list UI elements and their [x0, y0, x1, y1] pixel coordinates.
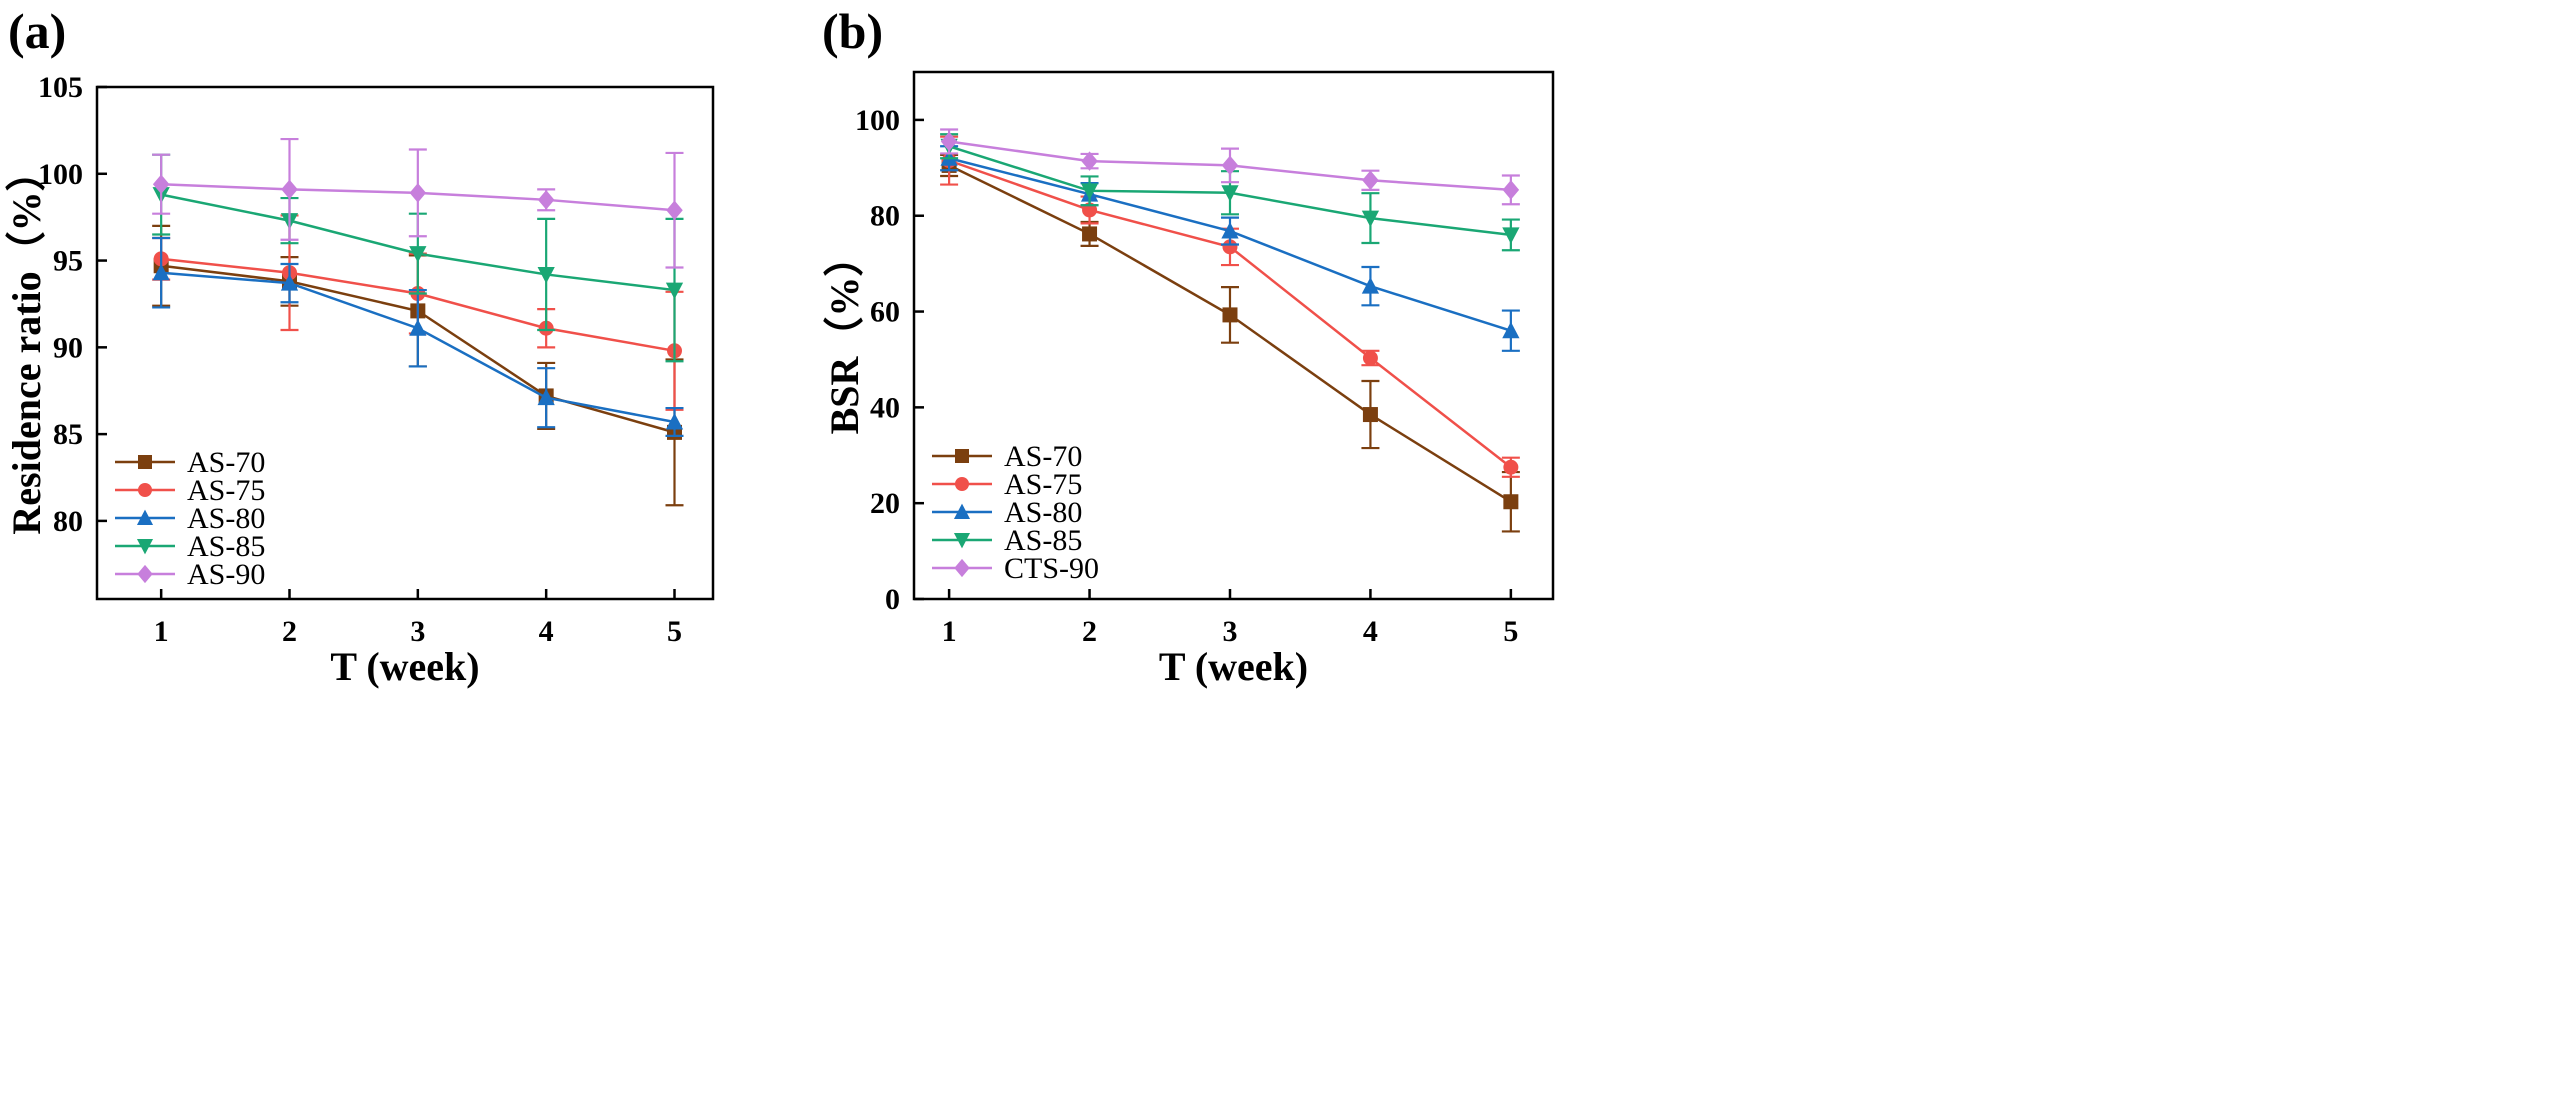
chart-a-ylabel: Residence ratio（%） [4, 151, 49, 534]
chart-a-xtick-label: 5 [667, 615, 682, 648]
chart-b-ytick-label: 60 [870, 296, 900, 329]
legend-marker-as-75 [138, 483, 152, 497]
data-point [409, 319, 427, 336]
chart-b-ytick-label: 100 [855, 104, 900, 137]
data-point [409, 246, 427, 263]
chart-a-xlabel: T (week) [330, 644, 479, 689]
chart-b-ytick-label: 80 [870, 200, 900, 233]
data-point [537, 388, 555, 406]
data-point [537, 266, 555, 284]
panel-b-label: (b) [822, 3, 884, 59]
legend-marker-as-90 [137, 564, 153, 584]
data-point [280, 274, 299, 291]
legend-label-as-75: AS-75 [1004, 468, 1082, 501]
legend-label-as-75: AS-75 [187, 474, 265, 507]
chart-b-xtick-label: 3 [1222, 615, 1237, 648]
data-point [1221, 185, 1239, 202]
data-point [409, 183, 427, 203]
chart-a-ytick-label: 100 [38, 158, 83, 191]
data-point [666, 200, 683, 220]
data-point [1081, 151, 1098, 171]
chart-a-ytick-label: 95 [53, 245, 83, 278]
data-point [1222, 239, 1238, 255]
chart-b-xtick-label: 2 [1082, 615, 1097, 648]
legend-marker-as-80 [136, 509, 154, 525]
chart-b-xtick-label: 1 [942, 615, 957, 648]
chart-b-series-cts-90 [940, 128, 1520, 206]
legend-marker-as-70 [138, 455, 152, 469]
chart-b-ytick-label: 0 [885, 583, 900, 616]
data-point [1362, 407, 1378, 423]
chart-a-xtick-label: 3 [410, 615, 425, 648]
legend-label-as-90: AS-90 [187, 558, 265, 591]
legend-label-as-70: AS-70 [1004, 440, 1082, 473]
data-point [1502, 227, 1520, 244]
data-point [152, 174, 170, 194]
chart-a-frame [95, 85, 715, 601]
data-point [1222, 307, 1238, 323]
data-point [1080, 183, 1099, 200]
data-point [1082, 226, 1098, 242]
legend-label-as-85: AS-85 [1004, 524, 1082, 557]
data-point [665, 412, 684, 430]
data-point [940, 131, 958, 152]
chart-a-xtick-label: 1 [154, 615, 169, 648]
chart-b-xtick-label: 4 [1363, 615, 1378, 648]
chart-b-ytick-label: 20 [870, 487, 900, 520]
panel-a-label: (a) [8, 3, 67, 59]
legend-label-as-80: AS-80 [1004, 496, 1082, 529]
chart-b-ytick-label: 40 [870, 391, 900, 424]
chart-a-ytick-label: 85 [53, 418, 83, 451]
data-point [1502, 180, 1520, 200]
legend-marker-cts-90 [954, 558, 970, 578]
legend-label-as-70: AS-70 [187, 446, 265, 479]
legend-marker-as-80 [953, 503, 971, 519]
chart-a-ytick-label: 90 [53, 331, 83, 364]
data-point [1362, 170, 1379, 191]
chart-b-xtick-label: 5 [1503, 615, 1518, 648]
legend-label-as-80: AS-80 [187, 502, 265, 535]
chart-b-series-as-70 [940, 153, 1520, 533]
chart-a-xtick-label: 2 [282, 615, 297, 648]
legend-marker-as-85 [136, 539, 154, 555]
data-point [1361, 210, 1380, 228]
data-point [537, 190, 555, 210]
data-point [1362, 350, 1378, 366]
data-point [1503, 459, 1519, 475]
chart-a-series-as-90 [152, 137, 684, 269]
legend-marker-as-70 [955, 449, 969, 463]
data-point [1221, 222, 1239, 239]
data-point [152, 263, 170, 281]
chart-b-frame [912, 70, 1555, 601]
data-point [1361, 277, 1380, 294]
data-point [1503, 494, 1519, 510]
chart-b-series-as-80 [940, 145, 1520, 352]
legend-label-as-85: AS-85 [187, 530, 265, 563]
data-point [1502, 321, 1520, 339]
legend-marker-as-85 [953, 533, 971, 549]
chart-b-xlabel: T (week) [1159, 644, 1308, 689]
chart-a-residence-ratio: 80 85 90 95 100 105 1 2 3 4 5 T (week) Residence rat… [4, 71, 715, 689]
data-point [1221, 155, 1239, 176]
data-point [281, 179, 298, 200]
data-point [665, 282, 684, 300]
chart-a-ytick-label: 105 [38, 71, 83, 104]
chart-b-ylabel: BSR（%） [822, 237, 867, 435]
legend-marker-as-75 [955, 477, 969, 491]
chart-a-xtick-label: 4 [539, 615, 554, 648]
chart-a-ytick-label: 80 [53, 505, 83, 538]
legend-label-cts-90: CTS-90 [1004, 552, 1099, 585]
